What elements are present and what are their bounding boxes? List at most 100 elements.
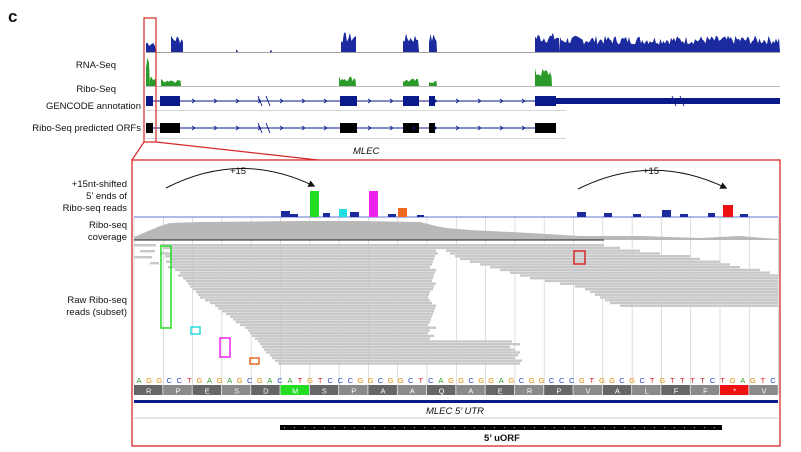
- read-highlight-cyan: [190, 326, 201, 335]
- raw-reads-label-1: Raw Ribo-seq: [67, 295, 127, 306]
- gene-name: MLEC: [353, 146, 380, 157]
- panel-letter: c: [8, 7, 17, 26]
- amino-acid-cell: [339, 385, 368, 395]
- shifted-end-bar-green: [310, 191, 319, 217]
- raw-reads: [134, 244, 778, 365]
- shifted-end-bar: [281, 211, 290, 217]
- read: [605, 299, 778, 302]
- read: [610, 301, 778, 305]
- amino-acid-cell: [632, 385, 661, 395]
- raw-reads-label-2: reads (subset): [66, 307, 127, 318]
- orf-block: [160, 123, 180, 133]
- strand-chevron: [367, 98, 372, 104]
- amino-acid-cell: [163, 385, 192, 395]
- amino-acid: L: [645, 386, 649, 395]
- amino-acid: A: [468, 386, 473, 395]
- shifted-end-bar-orange: [398, 208, 407, 217]
- nucleotide: C: [378, 376, 384, 385]
- strand-chevron: [433, 125, 438, 131]
- nucleotide: G: [730, 376, 736, 385]
- nucleotide: C: [710, 376, 716, 385]
- nucleotide: C: [428, 376, 434, 385]
- amino-acid: P: [351, 386, 356, 395]
- nucleotide: T: [700, 376, 705, 385]
- nucleotide: G: [478, 376, 484, 385]
- amino-acid-cell: [690, 385, 720, 395]
- nucleotide: T: [670, 376, 675, 385]
- nucleotide: G: [357, 376, 363, 385]
- strand-chevron: [477, 98, 482, 104]
- uorf-tick: [424, 427, 426, 429]
- read: [165, 255, 435, 258]
- amino-acid: S: [322, 386, 327, 395]
- read: [178, 274, 434, 277]
- amino-acid: R: [527, 386, 533, 395]
- uorf-tick: [474, 427, 476, 429]
- uorf-tick: [304, 427, 306, 429]
- read: [175, 268, 436, 272]
- nucleotide: G: [398, 376, 404, 385]
- uorf-tick: [464, 427, 466, 429]
- utr-label: MLEC 5’ UTR: [426, 406, 484, 417]
- uorf-tick: [674, 427, 676, 429]
- uorf-tick: [664, 427, 666, 429]
- amino-acid-cell: [134, 385, 163, 395]
- nucleotide: C: [569, 376, 575, 385]
- uorf-tick: [614, 427, 616, 429]
- strand-chevron: [213, 125, 218, 131]
- read: [446, 249, 640, 252]
- strand-chevron: [389, 98, 394, 104]
- amino-acid-cell: [573, 385, 602, 395]
- uorf-tick: [624, 427, 626, 429]
- exon-block: [340, 96, 357, 106]
- amino-acid: S: [234, 386, 239, 395]
- shifted-end-bar: [740, 214, 748, 217]
- read: [198, 293, 429, 296]
- read: [266, 351, 520, 354]
- nucleotide: C: [327, 376, 333, 385]
- strand-chevron: [213, 98, 218, 104]
- nucleotide: G: [196, 376, 202, 385]
- amino-acid: Q: [439, 386, 445, 395]
- ribo-seq-coverage: [134, 221, 778, 240]
- uorf-tick: [294, 427, 296, 429]
- nucleotide: A: [267, 376, 272, 385]
- nucleotide: A: [207, 376, 212, 385]
- strand-chevron: [367, 125, 372, 131]
- read: [250, 332, 428, 335]
- nucleotide: G: [508, 376, 514, 385]
- read: [188, 282, 436, 285]
- read: [172, 263, 432, 266]
- uorf-tick: [394, 427, 396, 429]
- nucleotide: G: [659, 376, 665, 385]
- read-highlight-orange: [249, 357, 260, 365]
- nucleotide: G: [146, 376, 152, 385]
- read: [230, 315, 432, 318]
- read: [585, 288, 778, 291]
- nucleotide: T: [590, 376, 595, 385]
- read: [440, 246, 620, 250]
- amino-acid-cell: [514, 385, 544, 395]
- coverage-label-1: Ribo-seq: [89, 220, 127, 231]
- strand-chevron: [499, 125, 504, 131]
- amino-acid: F: [703, 386, 708, 395]
- uorf-tick: [684, 427, 686, 429]
- read: [166, 260, 433, 263]
- nucleotide: G: [539, 376, 545, 385]
- read: [520, 274, 778, 277]
- nucleotide: G: [237, 376, 243, 385]
- orfs-label: Ribo-Seq predicted ORFs: [32, 123, 141, 134]
- nucleotide: C: [277, 376, 283, 385]
- read: [275, 359, 522, 362]
- uorf-tick: [324, 427, 326, 429]
- rna-seq-track: [146, 32, 780, 52]
- read: [460, 257, 700, 261]
- nucleotide: T: [761, 376, 766, 385]
- read: [258, 340, 512, 343]
- uorf-label: 5’ uORF: [484, 433, 520, 444]
- rna-seq-label: RNA-Seq: [76, 60, 116, 71]
- amino-acid: V: [586, 386, 591, 395]
- uorf-tick: [484, 427, 486, 429]
- gencode-annotation-track: [146, 95, 780, 107]
